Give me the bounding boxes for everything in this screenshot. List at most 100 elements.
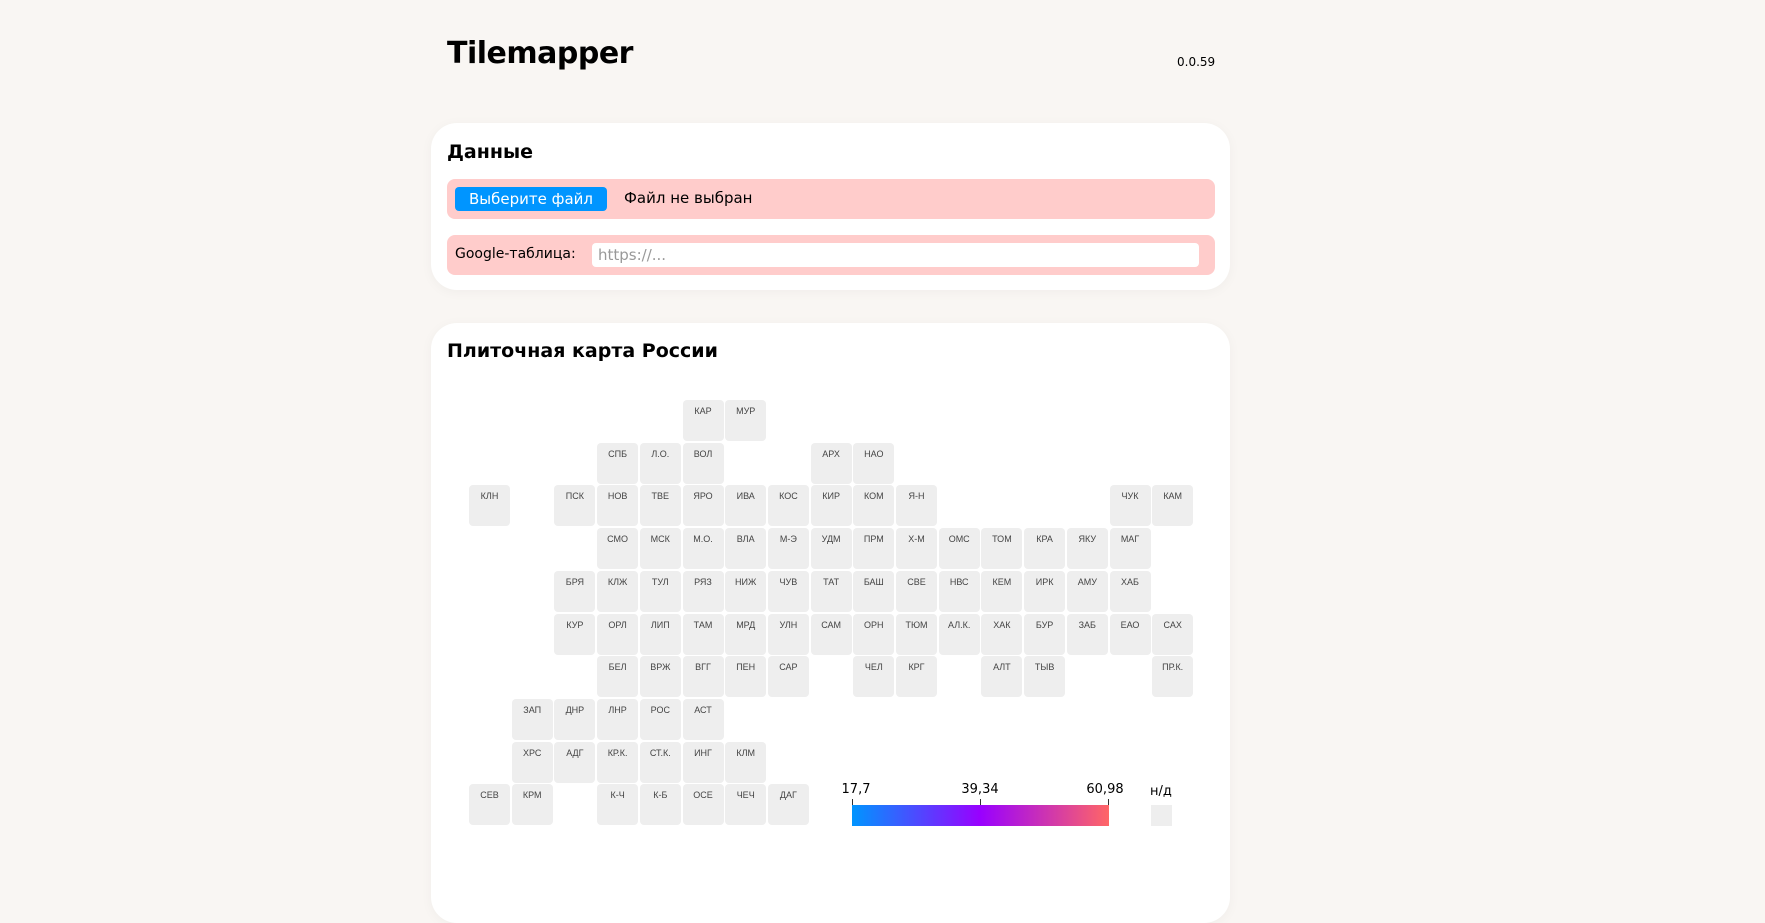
region-tile[interactable]: ЯКУ [1066,528,1108,570]
region-tile[interactable]: ОРЛ [597,613,639,655]
region-tile[interactable]: БУР [1024,613,1066,655]
region-tile[interactable]: ХАБ [1109,570,1151,612]
region-tile[interactable]: НОВ [597,485,639,527]
google-sheet-url-input[interactable] [592,243,1199,267]
region-tile[interactable]: ПЕН [725,656,767,698]
region-tile[interactable]: ТАТ [810,570,852,612]
region-tile[interactable]: ЧУК [1109,485,1151,527]
region-tile[interactable]: ТАМ [682,613,724,655]
region-tile[interactable]: ЧУВ [767,570,809,612]
file-status: Файл не выбран [624,189,753,207]
legend-max-label: 60,98 [1086,782,1124,797]
region-tile[interactable]: СЕВ [469,784,510,826]
region-tile[interactable]: РЯЗ [682,570,724,612]
region-tile[interactable]: КЛН [469,485,510,527]
region-tile[interactable]: Л.О. [639,442,681,484]
region-tile[interactable]: КОМ [853,485,895,527]
region-tile[interactable]: М-Э [767,528,809,570]
region-tile[interactable]: ХРС [511,741,553,783]
region-tile[interactable]: ТВЕ [639,485,681,527]
region-tile[interactable]: ОСЕ [682,784,724,826]
region-tile[interactable]: КАМ [1152,485,1194,527]
region-tile[interactable]: ИВА [725,485,767,527]
region-tile[interactable]: ЕАО [1109,613,1151,655]
region-tile[interactable]: КИР [810,485,852,527]
google-sheet-row: Google-таблица: [447,235,1215,275]
region-tile[interactable]: УЛН [767,613,809,655]
region-tile[interactable]: САМ [810,613,852,655]
region-tile[interactable]: ЯРО [682,485,724,527]
region-tile[interactable]: КР.К. [597,741,639,783]
region-tile[interactable]: СТ.К. [639,741,681,783]
region-tile[interactable]: ИНГ [682,741,724,783]
region-tile[interactable]: КЕМ [981,570,1023,612]
region-tile[interactable]: СМО [597,528,639,570]
region-tile[interactable]: АЛТ [981,656,1023,698]
region-tile[interactable]: МАГ [1109,528,1151,570]
region-tile[interactable]: Х-М [896,528,937,570]
region-tile[interactable]: БАШ [853,570,895,612]
region-tile[interactable]: БРЯ [554,570,596,612]
data-card: Данные Выберите файл Файл не выбран Goog… [431,123,1230,290]
region-tile[interactable]: ТЮМ [896,613,937,655]
data-card-title: Данные [447,141,534,163]
region-tile[interactable]: КРА [1024,528,1066,570]
region-tile[interactable]: СВЕ [896,570,937,612]
region-tile[interactable]: ВЛА [725,528,767,570]
region-tile[interactable]: ОМС [938,528,980,570]
region-tile[interactable]: ТУЛ [639,570,681,612]
region-tile[interactable]: АЛ.К. [938,613,980,655]
legend-tick-max [1108,799,1109,805]
region-tile[interactable]: ЛИП [639,613,681,655]
region-tile[interactable]: ТОМ [981,528,1023,570]
region-tile[interactable]: АДГ [554,741,596,783]
region-tile[interactable]: ТЫВ [1024,656,1066,698]
region-tile[interactable]: КОС [767,485,809,527]
region-tile[interactable]: ЗАП [511,698,553,740]
region-tile[interactable]: ВГГ [682,656,724,698]
region-tile[interactable]: Я-Н [896,485,937,527]
region-tile[interactable]: ДНР [554,698,596,740]
region-tile[interactable]: КРГ [896,656,937,698]
region-tile[interactable]: ЧЕЧ [725,784,767,826]
region-tile[interactable]: РОС [639,698,681,740]
region-tile[interactable]: ЗАБ [1066,613,1108,655]
region-tile[interactable]: ОРН [853,613,895,655]
region-tile[interactable]: ЧЕЛ [853,656,895,698]
region-tile[interactable]: КАР [682,400,724,441]
region-tile[interactable]: САР [767,656,809,698]
file-upload-row: Выберите файл Файл не выбран [447,179,1215,219]
region-tile[interactable]: КЛЖ [597,570,639,612]
region-tile[interactable]: САХ [1152,613,1194,655]
region-tile[interactable]: АМУ [1066,570,1108,612]
region-tile[interactable]: ДАГ [767,784,809,826]
region-tile[interactable]: КУР [554,613,596,655]
region-tile[interactable]: К-Б [639,784,681,826]
version-label: 0.0.59 [1177,55,1216,69]
region-tile[interactable]: УДМ [810,528,852,570]
region-tile[interactable]: КЛМ [725,741,767,783]
region-tile[interactable]: БЕЛ [597,656,639,698]
region-tile[interactable]: ХАК [981,613,1023,655]
region-tile[interactable]: МСК [639,528,681,570]
region-tile[interactable]: АСТ [682,698,724,740]
region-tile[interactable]: ПР.К. [1152,656,1194,698]
region-tile[interactable]: М.О. [682,528,724,570]
region-tile[interactable]: ИРК [1024,570,1066,612]
region-tile[interactable]: НВС [938,570,980,612]
region-tile[interactable]: ПРМ [853,528,895,570]
region-tile[interactable]: ЛНР [597,698,639,740]
region-tile[interactable]: МРД [725,613,767,655]
region-tile[interactable]: К-Ч [597,784,639,826]
region-tile[interactable]: ПСК [554,485,596,527]
choose-file-button[interactable]: Выберите файл [455,187,607,211]
region-tile[interactable]: ВРЖ [639,656,681,698]
region-tile[interactable]: ВОЛ [682,442,724,484]
legend-mid-label: 39,34 [961,782,999,797]
region-tile[interactable]: МУР [725,400,767,441]
region-tile[interactable]: АРХ [810,442,852,484]
region-tile[interactable]: СПБ [597,442,639,484]
region-tile[interactable]: НИЖ [725,570,767,612]
region-tile[interactable]: НАО [853,442,895,484]
region-tile[interactable]: КРМ [511,784,553,826]
